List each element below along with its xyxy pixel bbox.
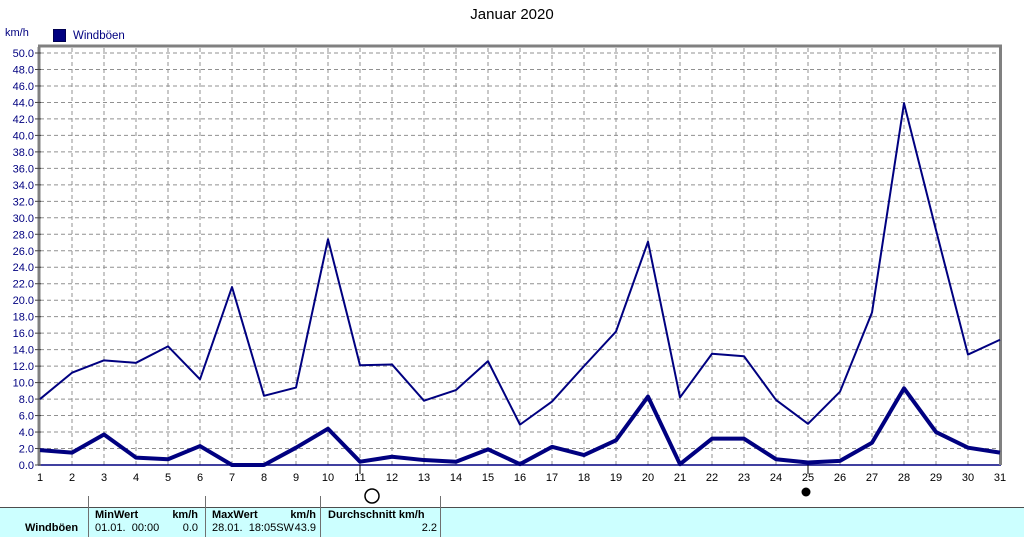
wind-gust-line-chart: 0.0 2.0 4.0 6.0 8.0 10.0 12.0 14.0 16.0 18.0 20.0 2…	[13, 44, 1006, 504]
table-divider	[440, 496, 441, 537]
plot-frame	[37, 44, 1002, 465]
svg-text:24: 24	[770, 472, 782, 484]
svg-text:8: 8	[261, 472, 267, 484]
svg-text:50.0: 50.0	[13, 48, 34, 60]
y-axis-ticks	[35, 52, 41, 466]
svg-text:19: 19	[610, 472, 622, 484]
table-divider	[320, 496, 321, 537]
windboeen-lower-thick-line	[39, 386, 1001, 467]
svg-text:42.0: 42.0	[13, 114, 34, 126]
svg-text:20: 20	[642, 472, 654, 484]
svg-text:11: 11	[354, 472, 365, 484]
windboeen-max-line	[39, 102, 1001, 426]
svg-text:4: 4	[133, 472, 139, 484]
svg-text:25: 25	[802, 472, 814, 484]
chart-title: Januar 2020	[470, 6, 554, 23]
svg-text:0.0: 0.0	[19, 460, 34, 472]
open-circle-marker-icon	[364, 488, 380, 504]
svg-text:22.0: 22.0	[13, 279, 34, 291]
svg-text:5: 5	[165, 472, 171, 484]
svg-text:12: 12	[386, 472, 398, 484]
svg-text:9: 9	[293, 472, 299, 484]
svg-text:3: 3	[101, 472, 107, 484]
minwert-header-unit: km/h	[172, 509, 198, 521]
svg-text:46.0: 46.0	[13, 81, 34, 93]
maxwert-header-text: MaxWert	[212, 509, 258, 521]
svg-text:16.0: 16.0	[13, 328, 34, 340]
svg-text:4.0: 4.0	[19, 427, 34, 439]
svg-text:31: 31	[994, 472, 1006, 484]
filled-circle-marker-icon	[801, 487, 811, 497]
svg-text:6.0: 6.0	[19, 411, 34, 423]
svg-text:48.0: 48.0	[13, 64, 34, 76]
minwert-header: MinWert km/h	[95, 509, 198, 521]
minwert-number: 0.0	[182, 522, 198, 534]
svg-text:7: 7	[229, 472, 235, 484]
maxwert-number: 43.9	[294, 522, 316, 534]
svg-text:17: 17	[546, 472, 558, 484]
minwert-timestamp: 01.01. 00:00	[95, 522, 160, 534]
svg-text:20.0: 20.0	[13, 295, 34, 307]
minwert-header-text: MinWert	[95, 509, 139, 521]
svg-text:40.0: 40.0	[13, 130, 34, 142]
durchschnitt-header: Durchschnitt km/h	[328, 509, 425, 521]
svg-text:32.0: 32.0	[13, 196, 34, 208]
svg-text:30.0: 30.0	[13, 213, 34, 225]
svg-text:44.0: 44.0	[13, 97, 34, 109]
svg-text:26.0: 26.0	[13, 246, 34, 258]
svg-text:28.0: 28.0	[13, 229, 34, 241]
svg-text:22: 22	[706, 472, 718, 484]
svg-text:30: 30	[962, 472, 974, 484]
legend: Windböen	[53, 29, 125, 42]
svg-text:12.0: 12.0	[13, 361, 34, 373]
svg-text:2: 2	[69, 472, 75, 484]
svg-text:6: 6	[197, 472, 203, 484]
svg-text:34.0: 34.0	[13, 180, 34, 192]
svg-text:16: 16	[514, 472, 526, 484]
x-axis-labels: 1 2 3 4 5 6 7 8 9 10 11 12 13 14 15 16 17 18 19 20 21 22 23 24 2…	[37, 472, 1006, 484]
maxwert-timestamp: 28.01. 18:05SW	[212, 522, 294, 534]
svg-text:14: 14	[450, 472, 462, 484]
maxwert-header: MaxWert km/h	[212, 509, 316, 521]
svg-text:10.0: 10.0	[13, 378, 34, 390]
svg-text:18: 18	[578, 472, 590, 484]
legend-label: Windböen	[73, 29, 125, 42]
durchschnitt-value: 2.2	[421, 522, 437, 534]
svg-text:23: 23	[738, 472, 750, 484]
svg-text:26: 26	[834, 472, 846, 484]
svg-text:18.0: 18.0	[13, 312, 34, 324]
y-axis-unit-label: km/h	[5, 27, 29, 39]
svg-text:15: 15	[482, 472, 494, 484]
table-row-label: Windböen	[25, 522, 79, 534]
table-divider	[205, 496, 206, 537]
svg-text:24.0: 24.0	[13, 262, 34, 274]
svg-text:29: 29	[930, 472, 942, 484]
svg-text:10: 10	[322, 472, 334, 484]
svg-text:2.0: 2.0	[19, 444, 34, 456]
svg-text:28: 28	[898, 472, 910, 484]
svg-text:21: 21	[674, 472, 686, 484]
svg-text:13: 13	[418, 472, 430, 484]
svg-text:36.0: 36.0	[13, 163, 34, 175]
svg-text:27: 27	[866, 472, 878, 484]
svg-text:14.0: 14.0	[13, 345, 34, 357]
svg-text:38.0: 38.0	[13, 147, 34, 159]
y-axis-labels: 0.0 2.0 4.0 6.0 8.0 10.0 12.0 14.0 16.0 18.0 20.0 2…	[13, 48, 34, 472]
svg-text:8.0: 8.0	[19, 394, 34, 406]
maxwert-header-unit: km/h	[290, 509, 316, 521]
table-divider	[88, 496, 89, 537]
legend-color-swatch-icon	[53, 29, 66, 42]
summary-table-background	[0, 507, 1024, 537]
svg-text:1: 1	[37, 472, 43, 484]
maxwert-value: 28.01. 18:05SW 43.9	[212, 522, 316, 534]
minwert-value: 01.01. 00:00 0.0	[95, 522, 198, 534]
gridlines	[40, 48, 1000, 465]
